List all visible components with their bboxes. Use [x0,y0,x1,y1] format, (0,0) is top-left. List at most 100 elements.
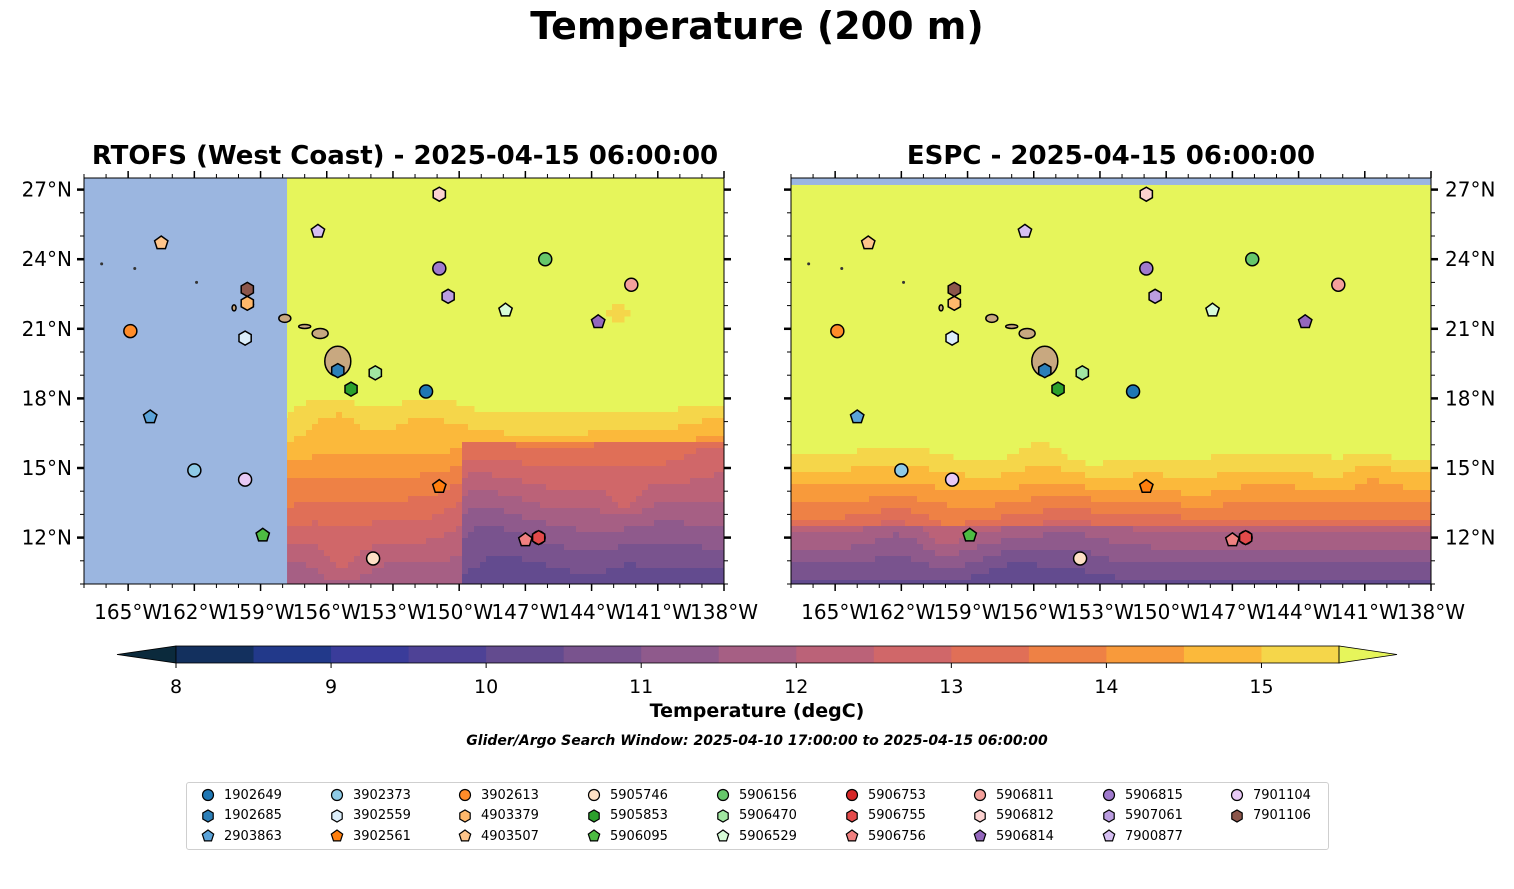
field-cell [630,454,637,461]
field-cell [528,520,535,527]
field-cell [462,526,469,533]
field-cell [546,514,553,521]
field-cell [708,478,715,485]
field-cell [492,454,499,461]
field-cell [1403,484,1410,491]
field-cell [396,490,403,497]
field-cell [887,466,894,473]
field-cell [803,490,810,497]
field-cell [923,502,930,509]
field-cell [534,466,541,473]
field-cell [720,580,724,584]
field-cell [1001,544,1008,551]
field-cell [468,574,475,581]
field-cell [1175,490,1182,497]
field-cell [558,484,565,491]
field-cell [588,568,595,575]
field-cell [468,526,475,533]
field-cell [702,454,709,461]
field-cell [911,526,918,533]
field-cell [881,544,888,551]
field-cell [450,430,457,437]
field-cell [1001,484,1008,491]
field-cell [558,418,565,425]
field-cell [690,466,697,473]
field-cell [630,442,637,449]
field-cell [791,466,798,473]
field-cell [612,526,619,533]
field-cell [624,442,631,449]
field-cell [696,496,703,503]
field-cell [624,580,631,584]
field-cell [666,508,673,515]
field-cell [630,544,637,551]
field-cell [1385,520,1392,527]
field-cell [1025,448,1032,455]
field-cell [534,562,541,569]
field-cell [642,490,649,497]
field-cell [648,442,655,449]
field-cell [456,436,463,443]
field-cell [306,430,313,437]
field-cell [947,526,954,533]
field-cell [648,562,655,569]
field-cell [1367,526,1374,533]
field-cell [474,526,481,533]
field-cell [1235,454,1242,461]
field-cell [1253,520,1260,527]
field-cell [474,544,481,551]
field-cell [516,490,523,497]
field-cell [336,544,343,551]
field-cell [899,496,906,503]
field-cell [618,442,625,449]
field-cell [815,478,822,485]
field-cell [690,478,697,485]
field-cell [408,406,415,413]
field-cell [456,532,463,539]
field-cell [366,490,373,497]
field-cell [630,436,637,443]
field-cell [1247,502,1254,509]
field-cell [1301,472,1308,479]
field-cell [450,400,457,407]
field-cell [1031,514,1038,521]
field-cell [546,550,553,557]
field-cell [1073,520,1080,527]
field-cell [893,538,900,545]
field-cell [815,472,822,479]
field-cell [672,466,679,473]
field-cell [546,496,553,503]
field-cell [1319,532,1326,539]
field-cell [1085,526,1092,533]
field-cell [1235,484,1242,491]
field-cell [612,424,619,431]
field-cell [1091,466,1098,473]
field-cell [911,490,918,497]
field-cell [306,400,313,407]
field-cell [1211,538,1218,545]
field-cell [528,472,535,479]
field-cell [1127,520,1134,527]
field-cell [618,484,625,491]
field-cell [636,550,643,557]
field-cell [797,526,804,533]
field-cell [1313,538,1320,545]
field-cell [288,478,295,485]
field-cell [959,484,966,491]
field-cell [666,436,673,443]
field-cell [959,502,966,509]
field-cell [342,472,349,479]
field-cell [642,508,649,515]
field-cell [648,550,655,557]
field-cell [833,484,840,491]
field-cell [408,526,415,533]
field-cell [809,496,816,503]
field-cell [660,418,667,425]
field-cell [630,490,637,497]
field-cell [857,532,864,539]
field-cell [1151,526,1158,533]
field-cell [1019,478,1026,485]
field-cell [330,478,337,485]
field-cell [881,448,888,455]
field-cell [426,508,433,515]
